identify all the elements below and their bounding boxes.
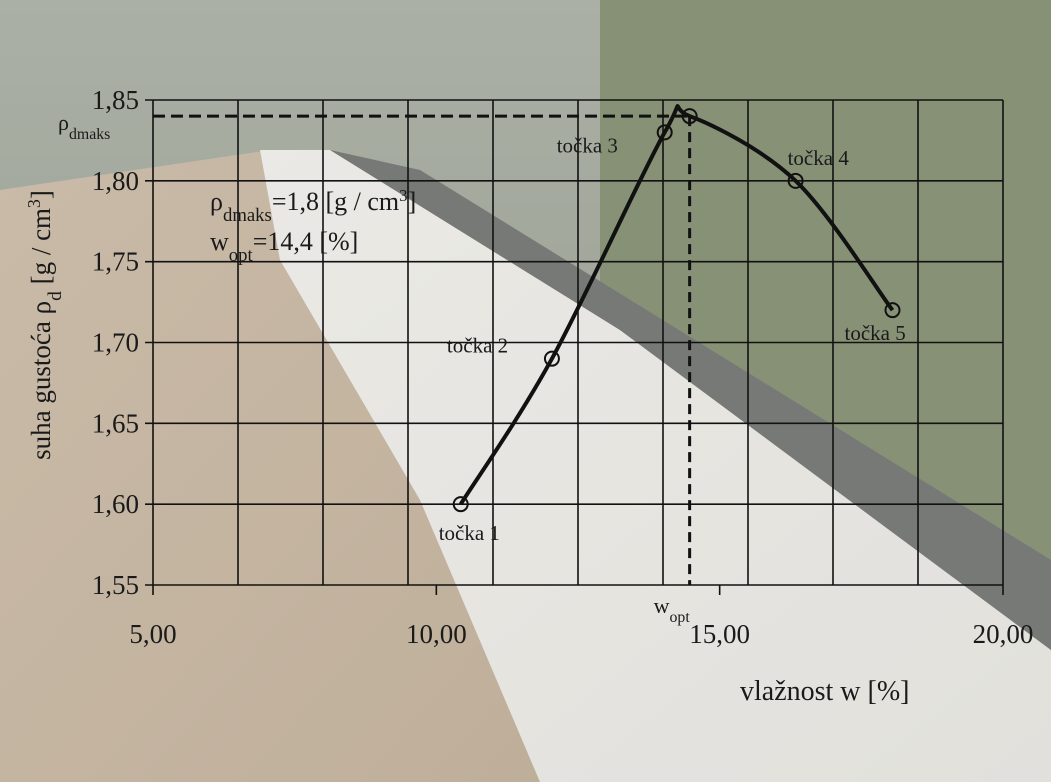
text-part: =14,4 [%] [253, 227, 359, 256]
text-part: ] [408, 187, 417, 216]
text-part: ρ [58, 110, 69, 135]
point-label: točka 5 [845, 321, 906, 345]
text-part: dmaks [69, 126, 110, 143]
text-part: ρ [210, 187, 223, 216]
y-tick-label: 1,85 [92, 85, 139, 115]
text-part: d [45, 291, 66, 301]
x-tick-label: 15,00 [689, 619, 750, 649]
point-label: točka 1 [439, 521, 500, 545]
text-part: w [654, 593, 670, 618]
text-part: =1,8 [g / cm [272, 187, 399, 216]
y-tick-label: 1,65 [92, 408, 139, 438]
text-part: suha gustoća ρ [26, 301, 56, 460]
y-tick-label: 1,70 [92, 328, 139, 358]
text-part: 3 [399, 186, 407, 205]
text-part: dmaks [223, 205, 272, 226]
y-tick-label: 1,75 [92, 247, 139, 277]
chart: 1,55 1,60 1,65 1,70 1,75 1,80 1,85 5,00 10,00 15,… [0, 0, 1051, 782]
text-part: ] [26, 190, 56, 199]
x-axis-title: vlažnost w [%] [740, 676, 910, 707]
text-part: w [210, 227, 229, 256]
text-part: opt [670, 609, 691, 626]
y-tick-label: 1,80 [92, 166, 139, 196]
y-tick-label: 1,55 [92, 570, 139, 600]
text-part: [g / cm [26, 208, 56, 291]
x-tick-label: 10,00 [406, 619, 467, 649]
text-part: 3 [24, 199, 44, 208]
x-tick-label: 5,00 [129, 619, 176, 649]
point-label: točka 2 [447, 334, 508, 358]
text-part: opt [229, 245, 254, 266]
point-label: točka 3 [557, 133, 618, 157]
point-label: točka 4 [788, 146, 850, 170]
y-tick-label: 1,60 [92, 489, 139, 519]
x-tick-label: 20,00 [973, 619, 1034, 649]
